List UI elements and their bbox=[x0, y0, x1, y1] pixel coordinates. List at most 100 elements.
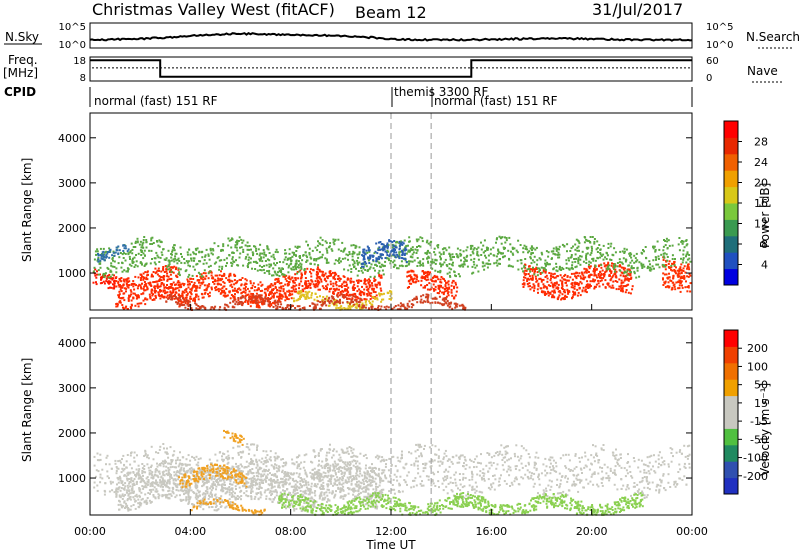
range-cell bbox=[682, 287, 684, 289]
range-cell bbox=[311, 294, 313, 296]
range-cell bbox=[536, 259, 538, 261]
range-cell bbox=[208, 277, 210, 279]
range-cell bbox=[591, 250, 593, 252]
range-cell bbox=[585, 255, 587, 257]
range-cell bbox=[628, 488, 630, 490]
range-cell bbox=[336, 295, 338, 297]
range-cell bbox=[546, 465, 548, 467]
range-cell bbox=[295, 288, 297, 290]
range-cell bbox=[332, 464, 334, 466]
range-cell bbox=[637, 270, 639, 272]
range-cell bbox=[273, 254, 275, 256]
range-cell bbox=[322, 271, 324, 273]
range-cell bbox=[99, 263, 101, 265]
range-cell bbox=[462, 307, 464, 309]
range-cell bbox=[488, 260, 490, 262]
range-cell bbox=[224, 307, 226, 309]
range-cell bbox=[319, 251, 321, 253]
range-cell bbox=[175, 287, 177, 289]
range-cell bbox=[278, 287, 280, 289]
range-cell bbox=[231, 265, 233, 267]
range-cell bbox=[581, 277, 583, 279]
range-cell bbox=[342, 251, 344, 253]
range-cell bbox=[356, 303, 358, 305]
range-cell bbox=[232, 238, 234, 240]
range-cell bbox=[619, 261, 621, 263]
range-cell bbox=[358, 262, 360, 264]
range-cell bbox=[414, 260, 416, 262]
range-cell bbox=[268, 273, 270, 275]
range-cell bbox=[112, 260, 114, 262]
range-cell bbox=[182, 283, 184, 285]
range-cell bbox=[452, 253, 454, 255]
range-cell bbox=[394, 493, 396, 495]
range-cell bbox=[353, 448, 355, 450]
range-cell bbox=[296, 273, 298, 275]
range-cell bbox=[365, 307, 367, 309]
range-cell bbox=[118, 291, 120, 293]
range-cell bbox=[534, 256, 536, 258]
range-cell bbox=[529, 471, 531, 473]
range-cell bbox=[150, 262, 152, 264]
range-cell bbox=[370, 255, 372, 257]
range-cell bbox=[327, 284, 329, 286]
nave-tick-top: 60 bbox=[706, 56, 719, 67]
range-cell bbox=[332, 292, 334, 294]
range-cell bbox=[529, 275, 531, 277]
range-cell bbox=[506, 237, 508, 239]
range-cell bbox=[248, 294, 250, 296]
range-cell bbox=[633, 262, 635, 264]
range-cell bbox=[256, 293, 258, 295]
range-cell bbox=[558, 296, 560, 298]
range-cell bbox=[574, 288, 576, 290]
range-cell bbox=[178, 290, 180, 292]
range-cell bbox=[151, 250, 153, 252]
range-cell bbox=[420, 284, 422, 286]
range-cell bbox=[471, 476, 473, 478]
range-cell bbox=[547, 256, 549, 258]
range-cell bbox=[688, 276, 690, 278]
range-cell bbox=[300, 291, 302, 293]
range-cell bbox=[434, 270, 436, 272]
range-cell bbox=[605, 287, 607, 289]
range-cell bbox=[147, 270, 149, 272]
range-cell bbox=[593, 241, 595, 243]
range-cell bbox=[107, 475, 109, 477]
range-cell bbox=[325, 304, 327, 306]
range-cell bbox=[212, 281, 214, 283]
range-cell bbox=[362, 272, 364, 274]
range-cell bbox=[219, 306, 221, 308]
range-cell bbox=[681, 453, 683, 455]
range-cell bbox=[226, 304, 228, 306]
range-cell bbox=[108, 477, 110, 479]
range-cell bbox=[269, 458, 271, 460]
range-cell bbox=[284, 259, 286, 261]
range-cell bbox=[436, 276, 438, 278]
range-cell bbox=[350, 450, 352, 452]
range-cell bbox=[647, 465, 649, 467]
range-cell bbox=[671, 270, 673, 272]
range-cell bbox=[337, 307, 339, 309]
range-cell bbox=[441, 276, 443, 278]
range-cell bbox=[219, 260, 221, 262]
range-cell bbox=[142, 242, 144, 244]
range-cell bbox=[572, 284, 574, 286]
range-cell bbox=[215, 488, 217, 490]
range-cell bbox=[500, 474, 502, 476]
range-cell bbox=[641, 252, 643, 254]
range-cell bbox=[109, 251, 111, 253]
range-cell bbox=[460, 259, 462, 261]
range-cell bbox=[270, 456, 272, 458]
range-cell bbox=[462, 479, 464, 481]
range-cell bbox=[256, 289, 258, 291]
range-cell bbox=[205, 254, 207, 256]
range-cell bbox=[685, 240, 687, 242]
range-cell bbox=[395, 305, 397, 307]
range-cell bbox=[310, 287, 312, 289]
range-cell bbox=[532, 247, 534, 249]
range-cell bbox=[440, 282, 442, 284]
range-cell bbox=[473, 261, 475, 263]
range-cell bbox=[432, 277, 434, 279]
range-cell bbox=[453, 297, 455, 299]
range-cell bbox=[444, 297, 446, 299]
